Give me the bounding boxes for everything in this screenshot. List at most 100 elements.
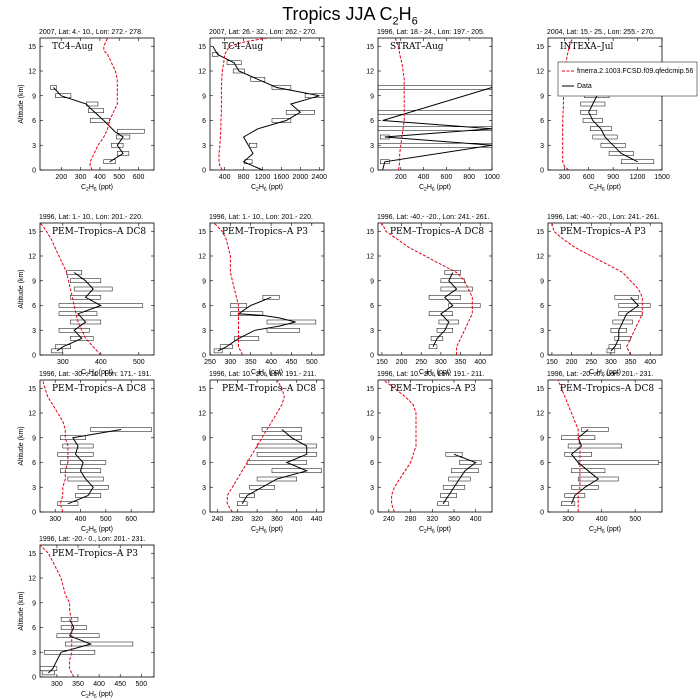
x-tick-label: 500 xyxy=(113,174,125,181)
y-tick-label: 6 xyxy=(202,460,206,467)
x-tick-label: 600 xyxy=(133,174,145,181)
x-axis-label: C2H6 (ppt) xyxy=(419,184,451,193)
model-profile-line xyxy=(42,380,69,512)
y-axis-label: Altitude (km) xyxy=(18,269,25,308)
observed-profile-line xyxy=(212,46,320,170)
x-tick-label: 300 xyxy=(49,516,61,523)
x-tick-label: 200 xyxy=(566,359,578,366)
plot-area xyxy=(212,38,324,170)
campaign-label: PEM–Tropics–A DC8 xyxy=(560,384,654,394)
panel-header: 1996, Lat: 10.- 30., Lon: 191.- 211. xyxy=(377,371,484,378)
y-tick-label: 9 xyxy=(540,435,544,442)
x-tick-label: 200 xyxy=(395,174,407,181)
y-tick-label: 15 xyxy=(366,386,374,393)
x-axis-label: C2H6 (ppt) xyxy=(589,526,621,535)
y-tick-label: 0 xyxy=(370,510,374,517)
range-box xyxy=(618,311,643,316)
y-tick-label: 3 xyxy=(32,328,36,335)
x-tick-label: 150 xyxy=(546,359,558,366)
observed-profile-line xyxy=(67,429,122,505)
y-tick-label: 12 xyxy=(536,69,544,76)
panel-8: 1996, Lat: -40.- -20., Lon: 241.- 261. 0 3… xyxy=(536,214,663,378)
x-axis-label: C2H6 (ppt) xyxy=(251,184,283,193)
range-box xyxy=(70,319,102,325)
range-box xyxy=(378,126,492,131)
range-box xyxy=(60,468,102,473)
campaign-label: PEM–Tropics–A DC8 xyxy=(222,384,316,394)
x-tick-label: 300 xyxy=(57,359,69,366)
y-tick-label: 6 xyxy=(540,118,544,125)
range-box xyxy=(58,303,143,308)
plot-frame xyxy=(39,379,155,513)
panel-header: 2004, Lat: 15.- 25., Lon: 255.- 270. xyxy=(547,29,655,36)
y-tick-label: 9 xyxy=(540,278,544,285)
range-box xyxy=(55,93,72,98)
campaign-label: PEM–Tropics–A P3 xyxy=(52,549,138,559)
y-tick-label: 0 xyxy=(540,353,544,360)
x-tick-label: 400 xyxy=(265,359,277,366)
x-tick-label: 280 xyxy=(231,516,243,523)
y-tick-label: 6 xyxy=(202,303,206,310)
y-tick-label: 9 xyxy=(32,93,36,100)
y-tick-label: 9 xyxy=(32,278,36,285)
y-tick-label: 12 xyxy=(366,411,374,418)
x-tick-label: 200 xyxy=(396,359,408,366)
title-sub2: 6 xyxy=(411,15,418,28)
campaign-label: PEM–Tropics–A P3 xyxy=(390,384,476,394)
panel-6: 1996, Lat: 1.- 10., Lon: 201.- 220. 0 3 6 9 1… xyxy=(198,214,325,378)
x-tick-label: 200 xyxy=(55,174,67,181)
range-box xyxy=(226,60,242,65)
y-tick-label: 6 xyxy=(370,118,374,125)
panel-header: 2007, Lat: 4.- 10., Lon: 272.- 278. xyxy=(39,29,143,36)
model-profile-line xyxy=(89,38,118,170)
plot-area xyxy=(40,545,134,677)
x-tick-label: 1600 xyxy=(274,174,290,181)
y-tick-label: 6 xyxy=(32,625,36,632)
campaign-label: PEM–Tropics–A DC8 xyxy=(390,227,484,237)
plot-area xyxy=(42,380,152,512)
x-tick-label: 300 xyxy=(51,681,63,688)
y-tick-label: 0 xyxy=(202,353,206,360)
observed-profile-line xyxy=(53,87,124,163)
y-axis-label: Altitude (km) xyxy=(18,84,25,123)
y-tick-label: 12 xyxy=(366,254,374,261)
range-box xyxy=(378,143,492,148)
model-profile-line xyxy=(562,38,573,170)
range-box xyxy=(56,633,100,638)
x-tick-label: 400 xyxy=(93,681,105,688)
title-main: Tropics JJA C xyxy=(282,4,393,24)
model-profile-line xyxy=(381,223,473,355)
range-box xyxy=(608,151,634,156)
range-box xyxy=(437,501,449,506)
y-tick-label: 15 xyxy=(536,44,544,51)
x-tick-label: 300 xyxy=(435,359,447,366)
range-box xyxy=(577,460,659,465)
panel-2: 2007, Lat: 26.- 32., Lon: 262.- 270. 0 3 6 9… xyxy=(198,29,327,193)
range-box xyxy=(600,143,626,148)
model-profile-line xyxy=(213,223,244,355)
range-box xyxy=(612,319,633,325)
range-box xyxy=(70,278,102,283)
range-box xyxy=(582,118,603,123)
y-tick-label: 12 xyxy=(28,576,36,583)
x-axis-label: C2H6 (ppt) xyxy=(419,526,451,535)
y-tick-label: 15 xyxy=(28,44,36,51)
y-axis-label: Altitude (km) xyxy=(18,591,25,630)
range-box xyxy=(262,295,280,300)
plot-area xyxy=(562,38,655,170)
campaign-label: PEM–Tropics–A P3 xyxy=(560,227,646,237)
x-axis-label: C2H6 (ppt) xyxy=(589,369,621,378)
x-axis-label: C2H6 (ppt) xyxy=(81,691,113,700)
range-box xyxy=(580,101,606,107)
range-box xyxy=(445,452,463,457)
x-tick-label: 300 xyxy=(75,174,87,181)
range-box xyxy=(571,468,606,473)
y-tick-label: 12 xyxy=(536,254,544,261)
range-box xyxy=(448,303,481,308)
observed-profile-line xyxy=(217,296,296,352)
x-tick-label: 1500 xyxy=(654,174,670,181)
x-tick-label: 440 xyxy=(311,516,323,523)
panel-4: 2004, Lat: 15.- 25., Lon: 255.- 270. 0 3 6 9… xyxy=(536,29,698,193)
range-box xyxy=(614,295,639,300)
y-tick-label: 0 xyxy=(540,510,544,517)
